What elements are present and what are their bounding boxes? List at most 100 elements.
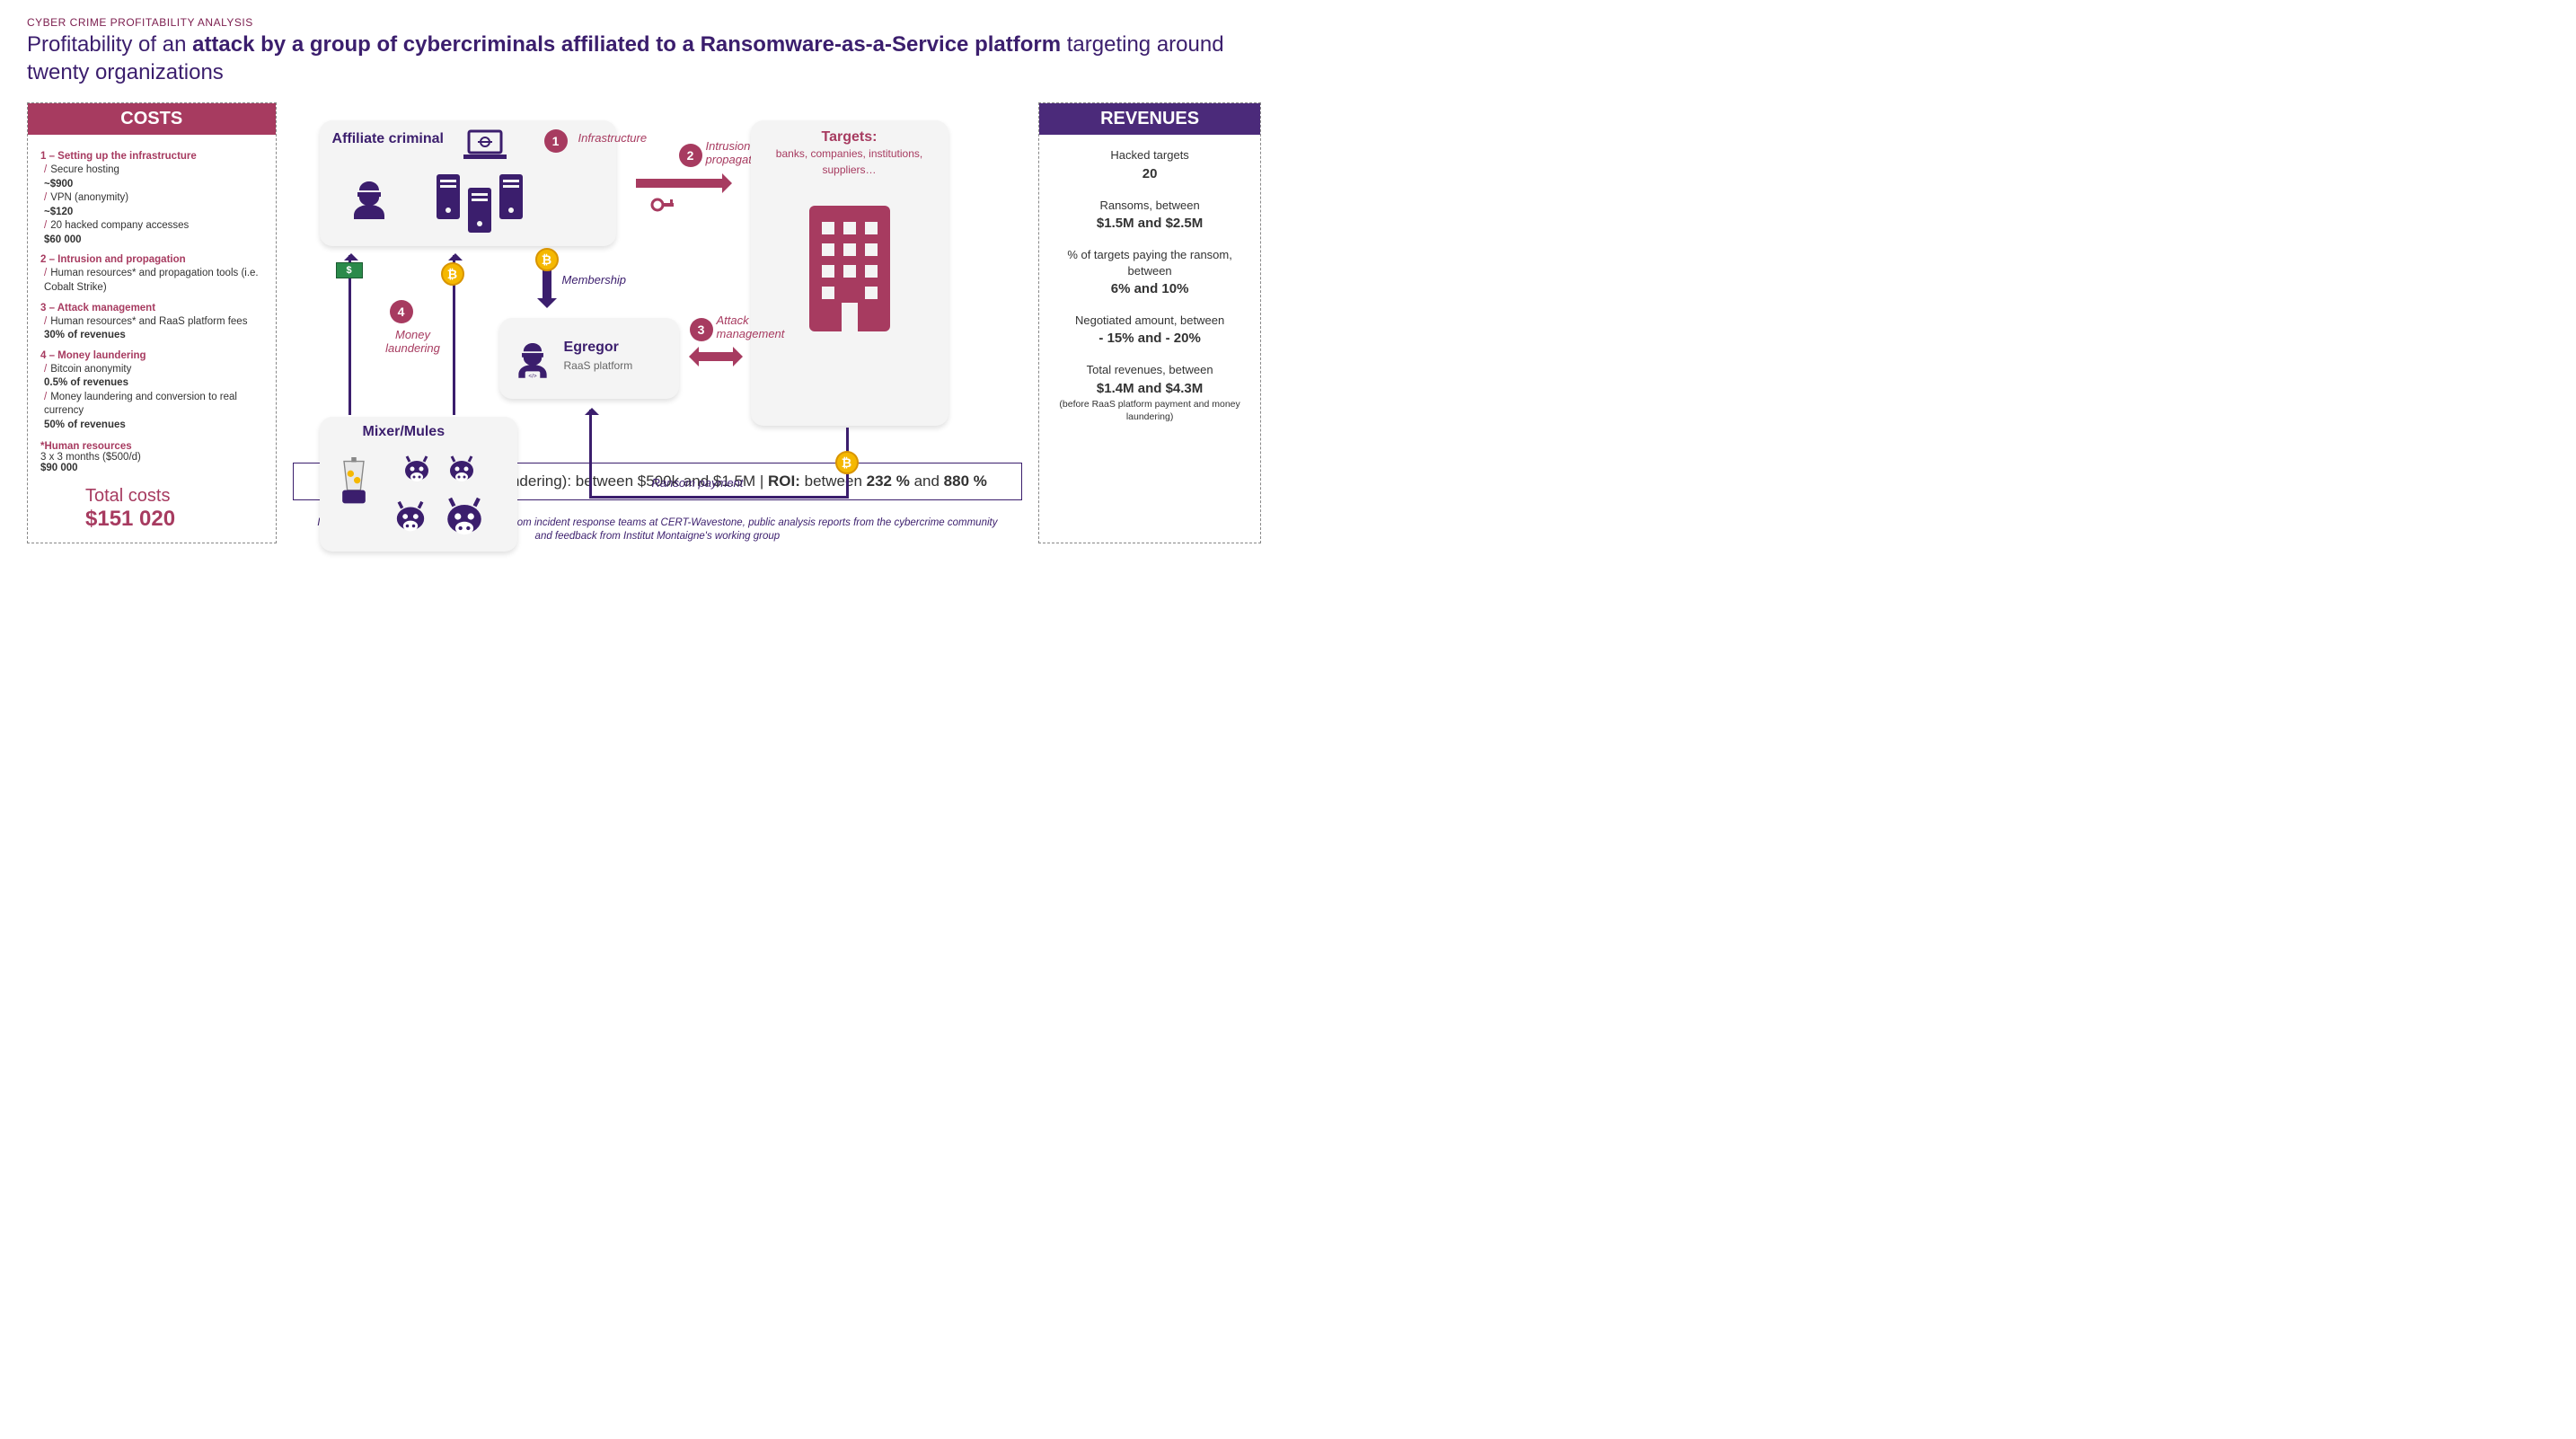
header-title: Profitability of an attack by a group of… xyxy=(27,31,1261,86)
server-icon xyxy=(468,188,491,233)
cost-line: /Human resources* and RaaS platform fees… xyxy=(44,315,263,343)
cost-section-4: 4 – Money laundering xyxy=(40,350,263,361)
cost-bold: ~$900 xyxy=(44,179,73,190)
cost-line: /Human resources* and propagation tools … xyxy=(44,267,263,295)
cost-text: Bitcoin anonymity xyxy=(50,364,131,375)
key-icon xyxy=(650,192,675,217)
attack-arrow xyxy=(695,352,737,361)
rev-value: $1.5M and $2.5M xyxy=(1097,216,1203,231)
diagram: Affiliate criminal 1 Infrastructure 2 In… xyxy=(293,102,1023,446)
rev-value: 6% and 10% xyxy=(1111,281,1189,296)
cost-section-1: 1 – Setting up the infrastructure xyxy=(40,151,263,162)
affiliate-label: Affiliate criminal xyxy=(332,131,444,147)
rev-block: Negotiated amount, between- 15% and - 20… xyxy=(1052,313,1248,348)
cost-bold: $60 000 xyxy=(44,234,82,245)
rev-block: Total revenues, between $1.4M and $4.3M (b… xyxy=(1052,362,1248,424)
cost-bold: ~$120 xyxy=(44,207,73,217)
hacker-icon: </> xyxy=(512,334,553,384)
mixer-label: Mixer/Mules xyxy=(363,424,446,440)
mule-icon xyxy=(401,453,433,485)
ransom-label: Ransom payment xyxy=(652,476,744,490)
total-costs: Total costs $151 020 xyxy=(85,486,263,532)
hr-note-text: 3 x 3 months ($500/d) xyxy=(40,452,263,463)
bitcoin-icon: ₿ xyxy=(535,248,559,271)
mule-icon xyxy=(392,498,429,535)
badge-1-label: Infrastructure xyxy=(578,131,648,145)
rev-label: Ransoms, between xyxy=(1099,199,1199,212)
badge-3-label: Attack management xyxy=(717,314,789,340)
cost-text: VPN (anonymity) xyxy=(50,192,128,203)
roi-label: ROI: xyxy=(768,472,800,490)
costs-header: COSTS xyxy=(28,103,276,135)
badge-2: 2 xyxy=(679,144,702,167)
cost-section-2: 2 – Intrusion and propagation xyxy=(40,254,263,265)
cost-line: /Secure hosting~$900 xyxy=(44,163,263,191)
server-icon xyxy=(499,174,523,219)
rev-label: Hacked targets xyxy=(1110,148,1188,162)
badge-3: 3 xyxy=(690,318,713,341)
laptop-icon xyxy=(463,129,507,162)
cost-section-3: 3 – Attack management xyxy=(40,303,263,313)
cost-text: Secure hosting xyxy=(50,164,119,175)
cost-text: 20 hacked company accesses xyxy=(50,220,189,231)
membership-label: Membership xyxy=(562,273,627,287)
mule-icon xyxy=(446,453,478,485)
total-label: Total costs xyxy=(85,486,170,506)
targets-label: Targets: xyxy=(822,129,878,145)
targets-box: Targets: banks, companies, institutions,… xyxy=(751,120,948,426)
hr-note-title: *Human resources xyxy=(40,441,263,452)
header-subtitle: CYBER CRIME PROFITABILITY ANALYSIS xyxy=(27,16,1261,29)
cost-line: /Bitcoin anonymity0.5% of revenues xyxy=(44,363,263,391)
total-amount: $151 020 xyxy=(85,507,263,532)
costs-body: 1 – Setting up the infrastructure /Secur… xyxy=(28,135,276,543)
title-pre: Profitability of an xyxy=(27,32,192,57)
ransom-line-h xyxy=(589,496,849,499)
title-bold: attack by a group of cybercriminals affi… xyxy=(192,32,1061,57)
cost-line: /20 hacked company accesses$60 000 xyxy=(44,219,263,247)
hr-note-bold: $90 000 xyxy=(40,463,78,473)
rev-note: (before RaaS platform payment and money … xyxy=(1052,398,1248,424)
cost-line: /VPN (anonymity)~$120 xyxy=(44,191,263,219)
rev-value: $1.4M and $4.3M xyxy=(1097,381,1203,396)
egregor-box: </> Egregor RaaS platform xyxy=(499,318,679,399)
targets-sub: banks, companies, institutions, supplier… xyxy=(776,147,922,176)
revenues-panel: REVENUES Hacked targets 20 Ransoms, betwe… xyxy=(1038,102,1261,543)
blender-icon xyxy=(336,457,372,507)
intrusion-arrow xyxy=(636,179,726,188)
cost-bold: 0.5% of revenues xyxy=(44,377,128,388)
roi-low: 232 % xyxy=(867,472,910,490)
rev-label: Total revenues, between xyxy=(1087,363,1213,376)
laundering-line-up1 xyxy=(348,255,351,415)
roi-text: between xyxy=(800,472,867,490)
cash-icon: $ xyxy=(336,262,363,278)
mixer-box: Mixer/Mules xyxy=(320,417,517,552)
revenues-body: Hacked targets 20 Ransoms, between $1.5M a… xyxy=(1039,135,1260,451)
cost-bold: 50% of revenues xyxy=(44,419,126,430)
bitcoin-icon: ₿ xyxy=(835,451,859,474)
rev-label: % of targets paying the ransom, between xyxy=(1067,248,1232,278)
cost-text: Human resources* and propagation tools (… xyxy=(44,268,259,293)
affiliate-box: Affiliate criminal xyxy=(320,120,616,246)
badge-4-label: Money laundering xyxy=(377,329,449,355)
footnote-line2: and feedback from Institut Montaigne's w… xyxy=(535,531,781,542)
rev-block: Hacked targets 20 xyxy=(1052,147,1248,182)
badge-1: 1 xyxy=(544,129,568,153)
rev-block: % of targets paying the ransom, between 6… xyxy=(1052,247,1248,298)
criminal-icon xyxy=(347,174,392,224)
rev-block: Ransoms, between $1.5M and $2.5M xyxy=(1052,198,1248,233)
egregor-sub: RaaS platform xyxy=(564,359,633,372)
revenues-header: REVENUES xyxy=(1039,103,1260,135)
mule-icon xyxy=(441,493,488,540)
cost-bold: 30% of revenues xyxy=(44,330,126,340)
cost-text: Human resources* and RaaS platform fees xyxy=(50,316,247,327)
cost-line: /Money laundering and conversion to real… xyxy=(44,391,263,433)
costs-panel: COSTS 1 – Setting up the infrastructure … xyxy=(27,102,277,543)
cost-text: Money laundering and conversion to real … xyxy=(44,392,237,417)
egregor-label: Egregor xyxy=(564,340,619,356)
ransom-line-up xyxy=(589,410,592,498)
rev-value: 20 xyxy=(1142,166,1158,181)
building-icon xyxy=(809,206,890,331)
bitcoin-icon: ₿ xyxy=(441,262,464,286)
rev-label: Negotiated amount, between xyxy=(1075,313,1224,327)
server-icon xyxy=(437,174,460,219)
